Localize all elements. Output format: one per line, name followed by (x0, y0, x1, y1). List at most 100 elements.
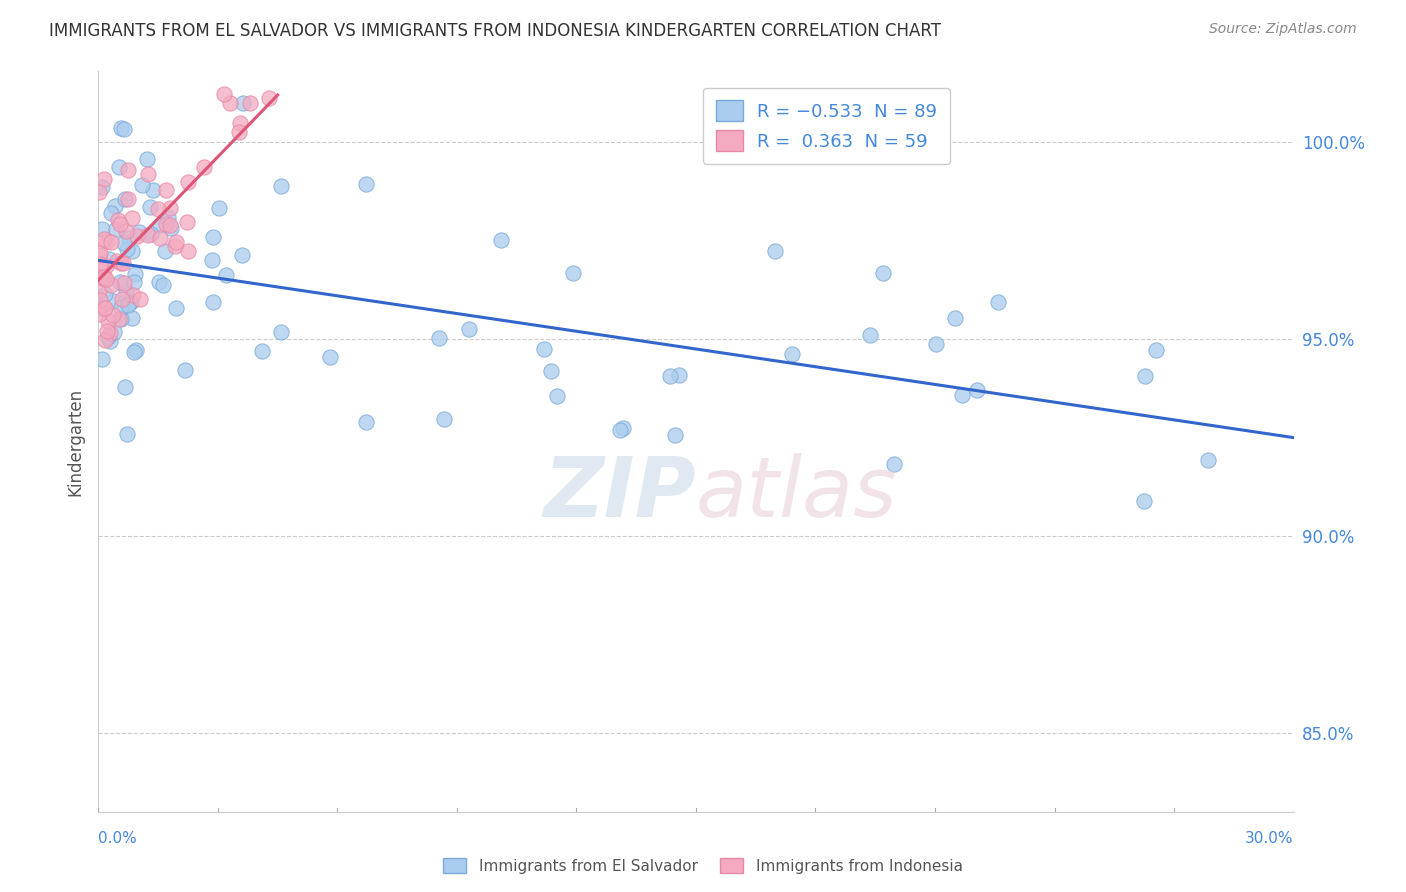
Point (250, 343, 273, 358)
Point (138, 200, 160, 214)
Point (872, 266, 894, 280)
Point (89, 270, 111, 285)
Point (101, 308, 124, 322)
Point (112, 276, 135, 290)
Point (124, 267, 146, 281)
Point (93, 232, 115, 246)
Point (112, 121, 135, 136)
Point (125, 343, 148, 357)
Point (135, 152, 157, 166)
Point (122, 344, 145, 359)
Text: Source: ZipAtlas.com: Source: ZipAtlas.com (1209, 22, 1357, 37)
Point (110, 256, 132, 270)
Point (128, 225, 150, 239)
Point (858, 328, 880, 343)
Point (108, 217, 131, 231)
Point (110, 120, 132, 135)
Point (148, 275, 170, 289)
Point (176, 175, 198, 189)
Point (1135, 369, 1157, 384)
Point (163, 239, 186, 253)
Point (100, 206, 122, 220)
Point (174, 363, 197, 377)
Point (122, 275, 145, 289)
Point (159, 221, 181, 235)
Point (117, 242, 139, 256)
Point (212, 87, 235, 101)
Point (561, 266, 583, 280)
Point (193, 161, 215, 175)
Point (219, 95, 242, 110)
Point (121, 211, 143, 225)
Text: IMMIGRANTS FROM EL SALVADOR VS IMMIGRANTS FROM INDONESIA KINDERGARTEN CORRELATIO: IMMIGRANTS FROM EL SALVADOR VS IMMIGRANT… (49, 22, 941, 40)
Point (612, 421, 634, 435)
Point (427, 331, 450, 345)
Point (89, 293, 111, 307)
Point (354, 178, 377, 192)
Point (115, 284, 138, 298)
Point (91, 221, 114, 235)
Point (155, 217, 177, 231)
Point (110, 300, 132, 314)
Legend: R = −0.533  N = 89, R =  0.363  N = 59: R = −0.533 N = 89, R = 0.363 N = 59 (703, 87, 950, 164)
Point (128, 292, 150, 306)
Point (215, 268, 238, 282)
Point (165, 301, 187, 315)
Point (1144, 343, 1167, 357)
Point (94, 301, 117, 316)
Point (232, 95, 254, 110)
Point (97, 314, 120, 328)
Point (90, 352, 112, 367)
Point (155, 182, 177, 196)
Point (319, 350, 342, 364)
Point (117, 192, 139, 206)
Point (117, 298, 139, 312)
Point (91, 180, 114, 194)
Point (658, 369, 681, 384)
Point (114, 192, 136, 206)
Text: 30.0%: 30.0% (1246, 831, 1294, 847)
Text: atlas: atlas (696, 453, 897, 534)
Point (114, 380, 136, 394)
Point (103, 325, 125, 339)
Point (664, 427, 686, 442)
Point (121, 310, 143, 325)
Point (924, 336, 946, 351)
Point (987, 295, 1010, 310)
Point (141, 227, 163, 241)
Point (950, 388, 973, 402)
Point (112, 236, 135, 251)
Point (110, 311, 132, 326)
Point (883, 457, 905, 471)
Point (89, 307, 111, 321)
Point (943, 311, 966, 326)
Point (100, 278, 122, 293)
Point (115, 427, 138, 442)
Text: ZIP: ZIP (543, 453, 696, 534)
Point (489, 233, 512, 247)
Point (96, 272, 118, 286)
Point (117, 231, 139, 245)
Point (136, 227, 159, 242)
Point (257, 91, 280, 105)
Point (100, 235, 122, 249)
Point (89, 257, 111, 271)
Point (104, 199, 127, 213)
Point (457, 322, 479, 336)
Point (149, 231, 172, 245)
Point (98, 334, 121, 348)
Point (89, 248, 111, 262)
Point (114, 224, 136, 238)
Point (96, 324, 118, 338)
Point (89, 301, 111, 316)
Point (89, 284, 111, 298)
Point (93, 171, 115, 186)
Point (231, 248, 253, 262)
Point (108, 311, 131, 326)
Point (239, 96, 262, 111)
Point (780, 347, 803, 361)
Point (165, 235, 187, 250)
Point (159, 218, 181, 232)
Point (153, 244, 176, 258)
Point (98, 252, 121, 267)
